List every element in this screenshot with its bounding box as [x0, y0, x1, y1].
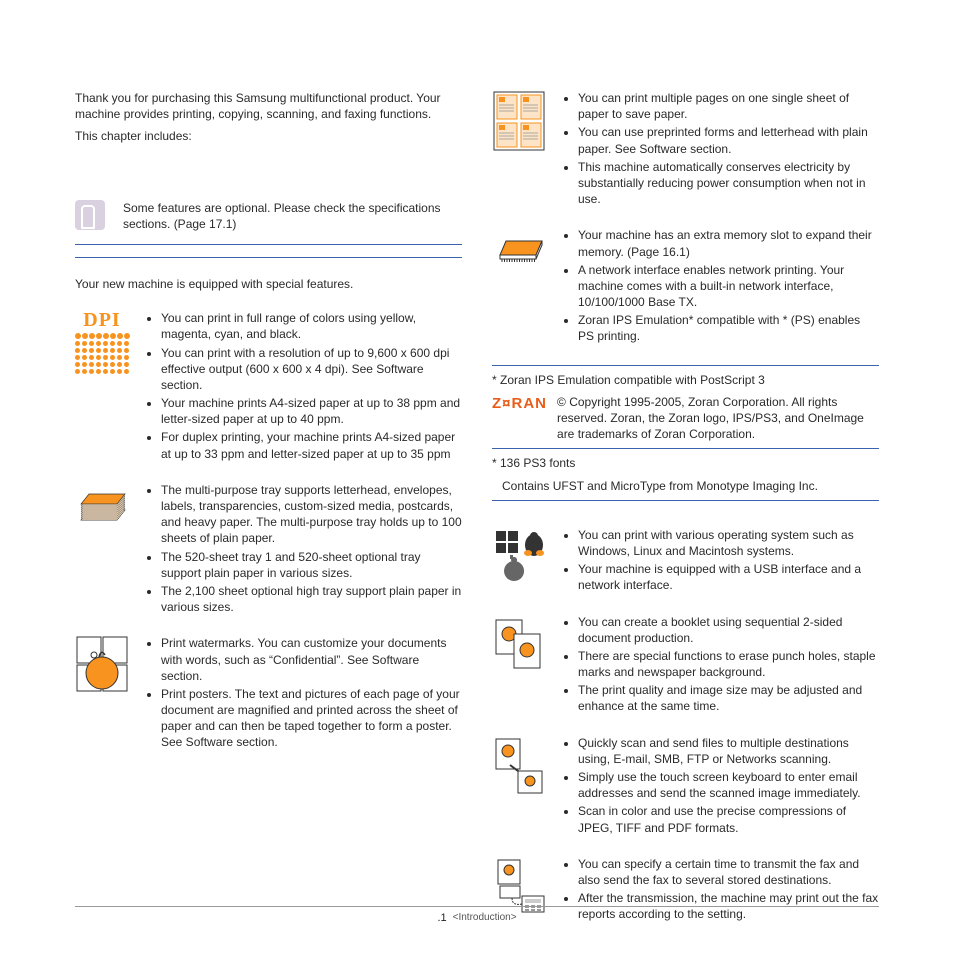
- feature-item: The 2,100 sheet optional high tray suppo…: [161, 583, 462, 615]
- feature-item: Your machine has an extra memory slot to…: [578, 227, 879, 259]
- feature-item: There are special functions to erase pun…: [578, 648, 879, 680]
- intro-p1: Thank you for purchasing this Samsung mu…: [75, 90, 462, 122]
- divider: [492, 500, 879, 501]
- footer-page: .1: [437, 911, 446, 926]
- feature-item: You can print with various operating sys…: [578, 527, 879, 559]
- feature-row: DPI You can print in full range of colors…: [75, 310, 462, 464]
- poster-icon: [75, 635, 129, 693]
- note-row: Some features are optional. Please check…: [75, 200, 462, 232]
- dpi-icon: DPI: [75, 310, 129, 374]
- feature-list: You can print with various operating sys…: [564, 527, 879, 596]
- left-column: Thank you for purchasing this Samsung mu…: [75, 90, 462, 943]
- feature-item: You can create a booklet using sequentia…: [578, 614, 879, 646]
- features-intro: Your new machine is equipped with specia…: [75, 276, 462, 292]
- right-column: You can print multiple pages on one sing…: [492, 90, 879, 943]
- feature-item: You can use preprinted forms and letterh…: [578, 124, 879, 156]
- note-text: Some features are optional. Please check…: [123, 200, 462, 232]
- feature-row: You can create a booklet using sequentia…: [492, 614, 879, 717]
- left-features: DPI You can print in full range of colors…: [75, 310, 462, 753]
- right-bottom-features: You can print with various operating sys…: [492, 527, 879, 925]
- footer-section: <Introduction>: [453, 911, 517, 926]
- os-icon: [492, 527, 546, 581]
- intro-block: Thank you for purchasing this Samsung mu…: [75, 90, 462, 145]
- feature-item: This machine automatically conserves ele…: [578, 159, 879, 208]
- feature-item: Zoran IPS Emulation* compatible with * (…: [578, 312, 879, 344]
- divider: [492, 365, 879, 366]
- feature-item: A network interface enables network prin…: [578, 262, 879, 311]
- booklet-icon: [492, 614, 546, 672]
- feature-row: Quickly scan and send files to multiple …: [492, 735, 879, 838]
- stack-icon: [75, 482, 129, 536]
- feature-item: You can print multiple pages on one sing…: [578, 90, 879, 122]
- chip-icon: [492, 227, 546, 267]
- feature-item: The print quality and image size may be …: [578, 682, 879, 714]
- feature-item: You can print in full range of colors us…: [161, 310, 462, 342]
- fonts-line1: * 136 PS3 fonts: [492, 455, 879, 471]
- fonts-line2: Contains UFST and MicroType from Monotyp…: [502, 478, 879, 494]
- feature-item: Your machine is equipped with a USB inte…: [578, 561, 879, 593]
- divider: [75, 244, 462, 245]
- feature-item: The multi-purpose tray supports letterhe…: [161, 482, 462, 547]
- feature-item: Quickly scan and send files to multiple …: [578, 735, 879, 767]
- feature-item: Print posters. The text and pictures of …: [161, 686, 462, 751]
- feature-list: The multi-purpose tray supports letterhe…: [147, 482, 462, 618]
- zoran-header: * Zoran IPS Emulation compatible with Po…: [492, 372, 879, 388]
- feature-list: You can create a booklet using sequentia…: [564, 614, 879, 717]
- feature-item: Your machine prints A4-sized paper at up…: [161, 395, 462, 427]
- zoran-copyright: © Copyright 1995-2005, Zoran Corporation…: [557, 394, 879, 443]
- feature-row: The multi-purpose tray supports letterhe…: [75, 482, 462, 618]
- feature-row: You can print with various operating sys…: [492, 527, 879, 596]
- feature-item: You can specify a certain time to transm…: [578, 856, 879, 888]
- zoran-logo: Z¤RAN: [492, 394, 547, 414]
- feature-list: Your machine has an extra memory slot to…: [564, 227, 879, 346]
- feature-item: You can print with a resolution of up to…: [161, 345, 462, 394]
- feature-list: Quickly scan and send files to multiple …: [564, 735, 879, 838]
- feature-row: Print watermarks. You can customize your…: [75, 635, 462, 752]
- divider: [75, 257, 462, 258]
- feature-item: The 520-sheet tray 1 and 520-sheet optio…: [161, 549, 462, 581]
- feature-item: Scan in color and use the precise compre…: [578, 803, 879, 835]
- feature-row: Your machine has an extra memory slot to…: [492, 227, 879, 346]
- feature-item: For duplex printing, your machine prints…: [161, 429, 462, 461]
- nup-icon: [492, 90, 546, 152]
- page-footer: .1 <Introduction>: [75, 906, 879, 926]
- feature-row: You can print multiple pages on one sing…: [492, 90, 879, 209]
- note-icon: [75, 200, 105, 230]
- divider: [492, 448, 879, 449]
- intro-p2: This chapter includes:: [75, 128, 462, 144]
- feature-item: Print watermarks. You can customize your…: [161, 635, 462, 684]
- feature-list: You can print multiple pages on one sing…: [564, 90, 879, 209]
- zoran-row: Z¤RAN © Copyright 1995-2005, Zoran Corpo…: [492, 394, 879, 443]
- feature-list: Print watermarks. You can customize your…: [147, 635, 462, 752]
- right-top-features: You can print multiple pages on one sing…: [492, 90, 879, 347]
- scan-icon: [492, 735, 546, 797]
- feature-item: Simply use the touch screen keyboard to …: [578, 769, 879, 801]
- feature-list: You can print in full range of colors us…: [147, 310, 462, 464]
